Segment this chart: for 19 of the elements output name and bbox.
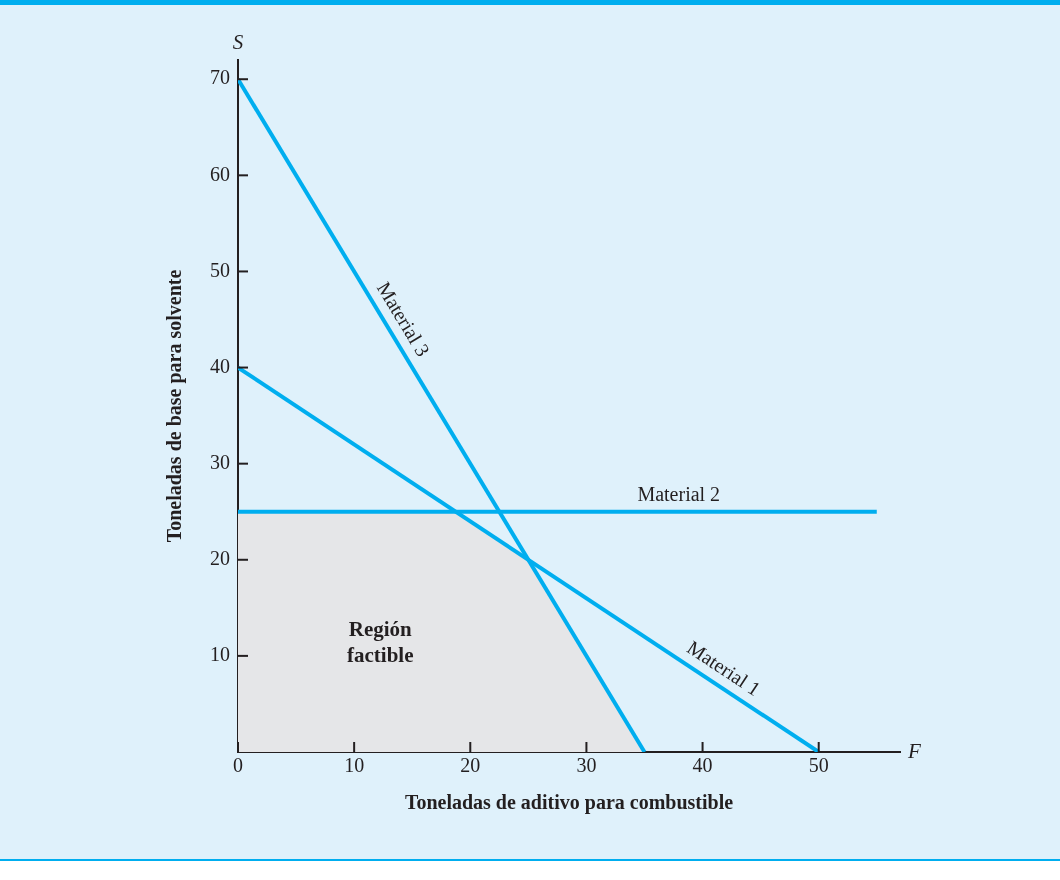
y-tick-label: 70 (210, 66, 230, 89)
y-tick-label: 40 (210, 354, 230, 377)
series-label: Región factible (347, 617, 414, 668)
text: S (232, 30, 244, 55)
x-tick-label: 20 (460, 754, 481, 777)
x-axis-title: Toneladas de aditivo para combustible (404, 791, 734, 815)
x-tick-label: 30 (576, 754, 597, 777)
text: F (907, 738, 921, 763)
x-tick-label: 50 (808, 754, 829, 777)
series-label: Material 2 (637, 482, 721, 505)
y-tick-label: 10 (210, 643, 230, 666)
y-tick-label: 50 (210, 258, 230, 281)
y-tick-label: 30 (210, 450, 230, 473)
x-tick-label: 0 (233, 754, 243, 777)
y-tick-label: 60 (210, 162, 230, 185)
x-tick-label: 10 (344, 754, 365, 777)
y-axis-title: Toneladas de base para solvente (163, 269, 187, 543)
x-tick-label: 40 (692, 754, 713, 777)
y-tick-label: 20 (210, 547, 230, 570)
